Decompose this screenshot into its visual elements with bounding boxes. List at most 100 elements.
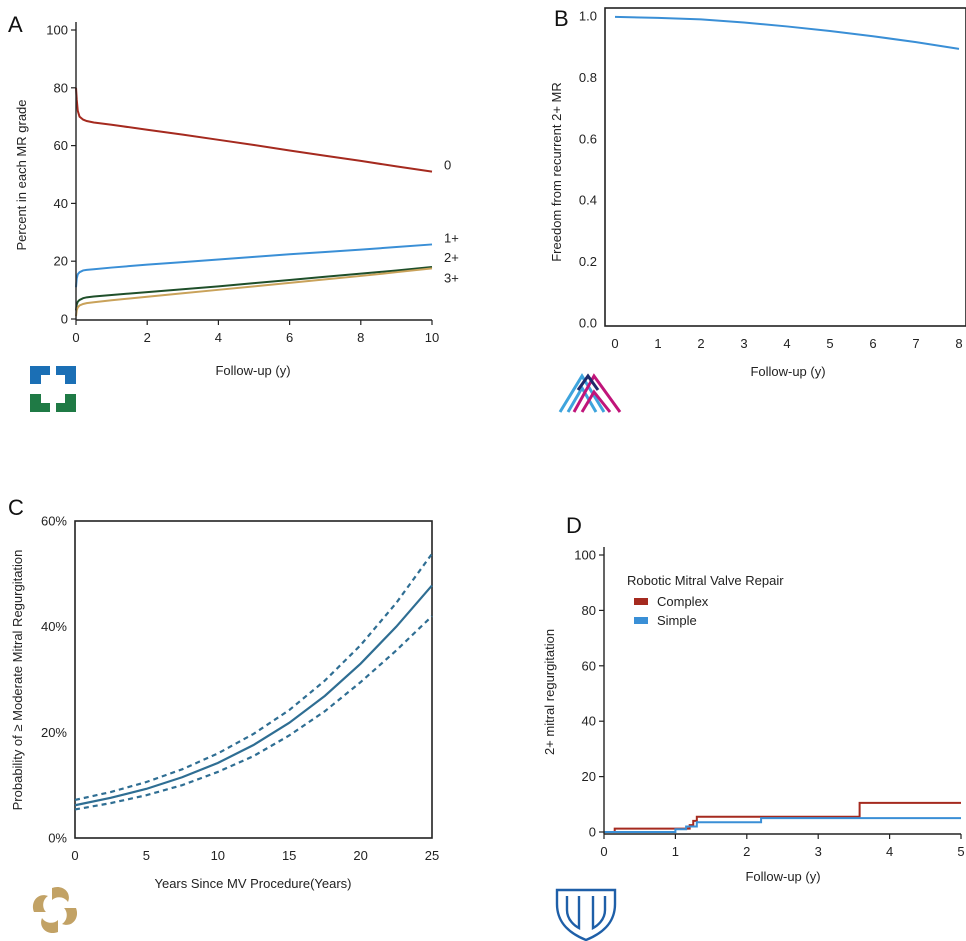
- panel-d: D 0 1 2 3 4 5 0 20 40 60 80 100 Follow-up (y) 2+ mi…: [542, 513, 965, 941]
- mount-sinai-logo: [558, 373, 622, 413]
- panel-a-series-line-0: [75, 87, 433, 173]
- y-tick-label: 100: [574, 548, 596, 563]
- panel-d-legend: Robotic Mitral Valve Repair Complex Simp…: [627, 573, 784, 628]
- panel-c-plot: [74, 553, 433, 811]
- y-tick-label: 0: [61, 312, 68, 327]
- x-tick-label: 1: [654, 336, 661, 351]
- legend-swatch-complex: [634, 598, 648, 605]
- gold-swirl-logo: [32, 886, 78, 934]
- panel-c: C 0 5 10 15 20 25 0% 20% 40% 60% Years Since MV P…: [8, 495, 439, 934]
- y-tick-label: 0.6: [579, 131, 597, 146]
- panel-d-series-line-1: [604, 817, 961, 833]
- y-tick-label: 0.4: [579, 193, 597, 208]
- x-tick-label: 0: [72, 330, 79, 345]
- series-end-label: 3+: [444, 270, 459, 285]
- y-tick-label: 60: [582, 658, 596, 673]
- panel-letter-a: A: [8, 12, 23, 37]
- x-tick-label: 0: [71, 848, 78, 863]
- panel-c-series-line-2: [74, 615, 433, 811]
- panel-b-frame: [604, 7, 966, 327]
- cleveland-clinic-logo: [30, 366, 76, 412]
- x-tick-label: 10: [425, 330, 439, 345]
- panel-a-ylabel: Percent in each MR grade: [14, 99, 29, 250]
- x-tick-label: 4: [783, 336, 790, 351]
- y-tick-label: 40%: [41, 619, 67, 634]
- y-tick-label: 80: [54, 80, 68, 95]
- panel-c-axes: 0 5 10 15 20 25 0% 20% 40% 60%: [41, 514, 439, 864]
- y-tick-label: 60: [54, 138, 68, 153]
- x-tick-label: 5: [143, 848, 150, 863]
- y-tick-label: 0%: [48, 831, 67, 846]
- panel-a-series-line-1: [75, 243, 433, 288]
- x-tick-label: 4: [886, 844, 893, 859]
- panel-letter-d: D: [566, 513, 582, 538]
- x-tick-label: 0: [611, 336, 618, 351]
- legend-label-complex: Complex: [657, 594, 709, 609]
- x-tick-label: 0: [600, 844, 607, 859]
- y-tick-label: 0.8: [579, 70, 597, 85]
- mayo-clinic-logo: [555, 888, 617, 941]
- x-tick-label: 8: [357, 330, 364, 345]
- panel-letter-b: B: [554, 6, 569, 31]
- panel-d-axes: 0 1 2 3 4 5 0 20 40 60 80 100: [574, 547, 965, 859]
- x-tick-label: 20: [353, 848, 367, 863]
- x-tick-label: 2: [743, 844, 750, 859]
- x-tick-label: 4: [215, 330, 222, 345]
- x-tick-label: 5: [957, 844, 964, 859]
- panel-a-xlabel: Follow-up (y): [215, 363, 290, 378]
- x-tick-label: 6: [869, 336, 876, 351]
- x-tick-label: 15: [282, 848, 296, 863]
- panel-d-ylabel: 2+ mitral regurgitation: [542, 629, 557, 755]
- panel-b-series-line-0: [614, 15, 960, 50]
- y-tick-label: 20: [582, 769, 596, 784]
- series-end-label: 1+: [444, 230, 459, 245]
- y-tick-label: 0: [589, 825, 596, 840]
- panel-a-plot: 0 1+ 2+ 3+: [75, 87, 459, 317]
- x-tick-label: 2: [144, 330, 151, 345]
- panel-b-ylabel: Freedom from recurrent 2+ MR: [549, 82, 564, 262]
- panel-d-series-line-0: [604, 801, 961, 833]
- y-tick-label: 40: [54, 196, 68, 211]
- panel-c-series-line-1: [74, 553, 433, 802]
- series-end-label: 2+: [444, 250, 459, 265]
- y-tick-label: 20%: [41, 725, 67, 740]
- x-tick-label: 1: [672, 844, 679, 859]
- panel-c-xlabel: Years Since MV Procedure(Years): [154, 876, 351, 891]
- y-tick-label: 0.0: [579, 316, 597, 331]
- panel-b-xlabel: Follow-up (y): [750, 364, 825, 379]
- panel-d-xlabel: Follow-up (y): [745, 869, 820, 884]
- y-tick-label: 100: [46, 23, 68, 38]
- x-tick-label: 3: [740, 336, 747, 351]
- y-tick-label: 20: [54, 254, 68, 269]
- x-tick-label: 10: [211, 848, 225, 863]
- panel-letter-c: C: [8, 495, 24, 520]
- y-tick-label: 60%: [41, 514, 67, 529]
- y-tick-label: 1.0: [579, 9, 597, 24]
- x-tick-label: 3: [815, 844, 822, 859]
- y-tick-label: 80: [582, 603, 596, 618]
- panel-a-series-line-2: [75, 265, 433, 311]
- panel-b-plot: [614, 15, 960, 50]
- y-tick-label: 0.2: [579, 254, 597, 269]
- panel-d-plot: [604, 801, 961, 833]
- panel-c-ylabel: Probability of ≥ Moderate Mitral Regurgi…: [10, 550, 25, 811]
- series-end-label: 0: [444, 158, 451, 173]
- x-tick-label: 6: [286, 330, 293, 345]
- panel-b-axes: 0 1 2 3 4 5 6 7 8 0.0 0.2 0.4 0.6 0.8 1.0: [579, 9, 963, 352]
- y-tick-label: 40: [582, 714, 596, 729]
- panel-a-series-line-3: [75, 267, 433, 317]
- x-tick-label: 8: [955, 336, 962, 351]
- x-tick-label: 7: [912, 336, 919, 351]
- x-tick-label: 2: [697, 336, 704, 351]
- x-tick-label: 5: [826, 336, 833, 351]
- legend-swatch-simple: [634, 617, 648, 624]
- legend-title: Robotic Mitral Valve Repair: [627, 573, 784, 588]
- panel-c-frame: [74, 520, 433, 839]
- legend-label-simple: Simple: [657, 613, 697, 628]
- panel-b: B 0 1 2 3 4 5 6 7 8 0.0 0.2 0.4 0.6 0.8 1.0 Follow-up …: [549, 6, 966, 413]
- x-tick-label: 25: [425, 848, 439, 863]
- panel-c-series-line-0: [74, 584, 433, 807]
